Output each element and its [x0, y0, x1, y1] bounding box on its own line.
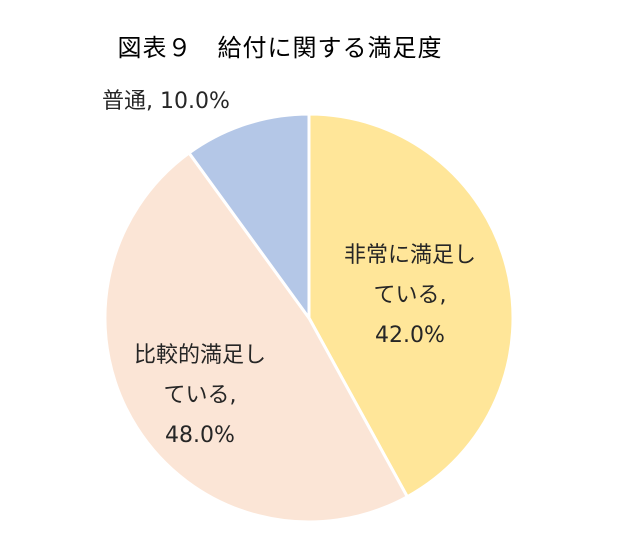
slice-label-2-line-2: ている, [164, 383, 237, 408]
slice-label-3-line-1: 普通, 10.0% [102, 89, 230, 114]
pie-slice-1 [307, 112, 515, 499]
slice-label-2-line-3: 48.0% [165, 423, 235, 448]
pie-slice-2 [103, 151, 409, 524]
slice-label-1-line-3: 42.0% [375, 323, 445, 348]
slice-label-1: 非常に満足している, 42.0% [344, 243, 476, 348]
chart-title: 図表９ 給付に関する満足度 [117, 34, 443, 62]
slice-label-1-line-2: ている, [374, 283, 447, 308]
slice-label-3: 普通, 10.0% [102, 89, 230, 114]
slice-label-2: 比較的満足している, 48.0% [134, 343, 266, 448]
slice-label-1-line-1: 非常に満足し [344, 243, 476, 268]
pie-slice-3 [187, 112, 311, 320]
slice-label-2-line-1: 比較的満足し [134, 343, 266, 368]
